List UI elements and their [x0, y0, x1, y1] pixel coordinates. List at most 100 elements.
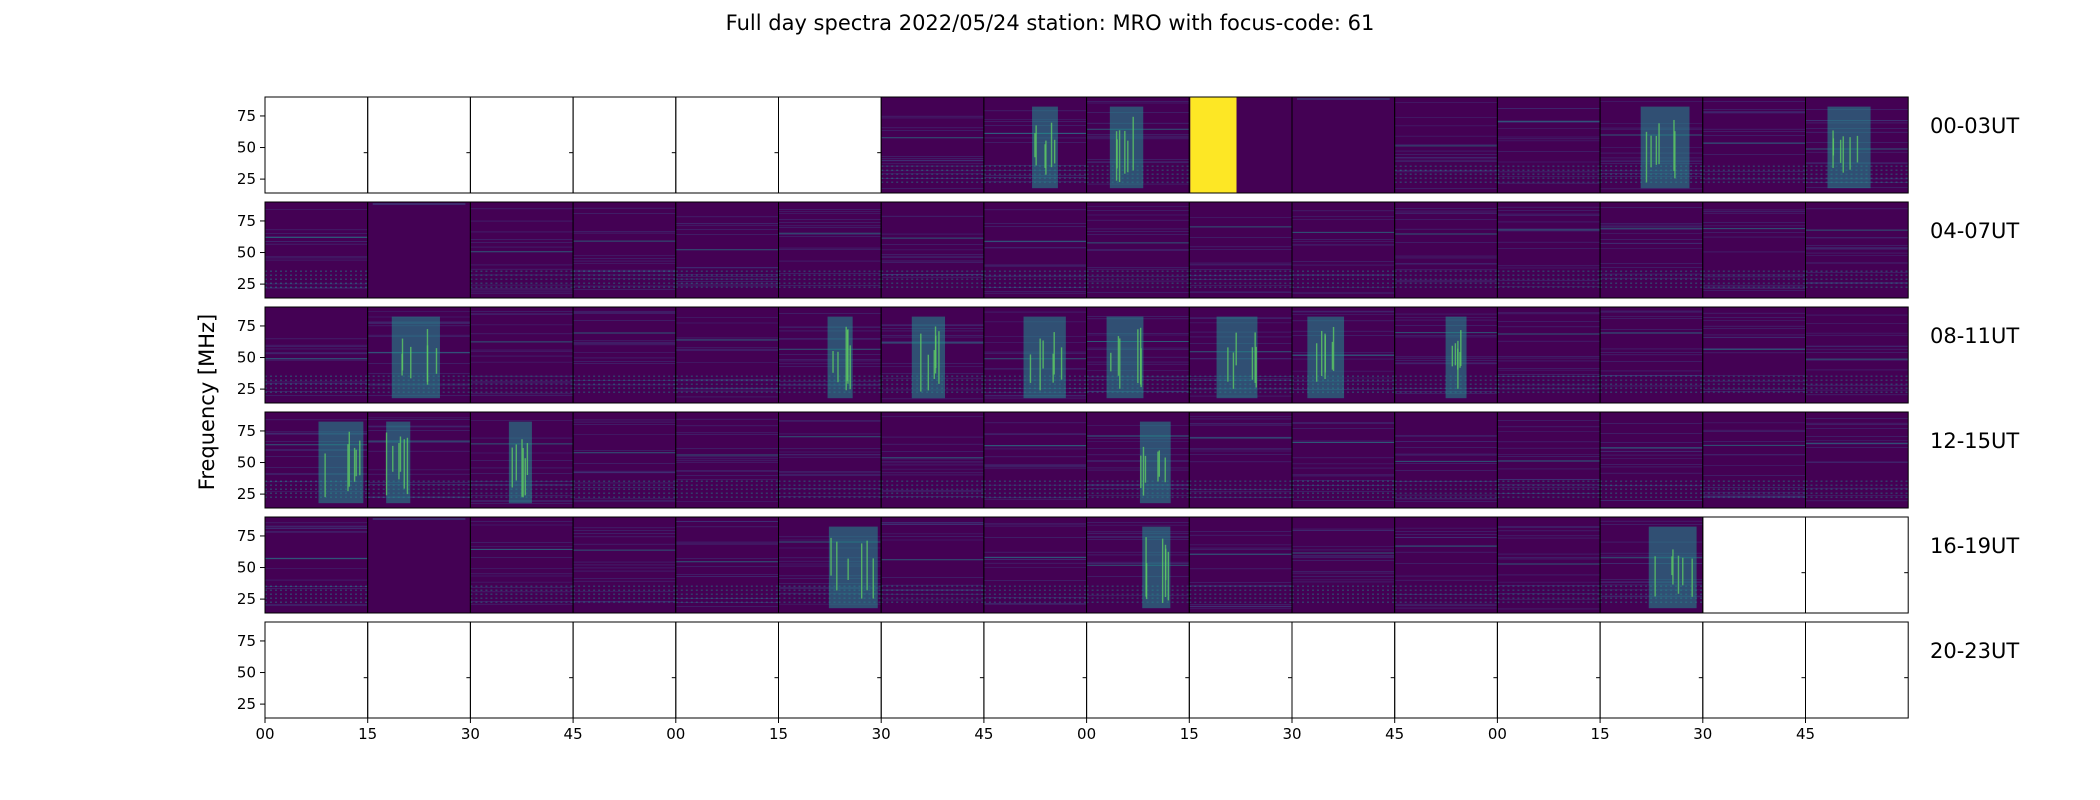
spectrum-panel: [675, 411, 779, 509]
spectrum-panel: [367, 411, 471, 509]
spectrum-panel: [1394, 306, 1498, 404]
y-tick-label: 25: [237, 380, 256, 398]
spectrum-panel: [1291, 516, 1396, 614]
y-tick-label: 50: [237, 139, 256, 157]
spectrum-panel: [1188, 516, 1293, 614]
spectrum-panel: [1394, 621, 1498, 719]
spectrum-panel: [675, 516, 779, 614]
spectrum-panel: [1291, 96, 1396, 194]
spectrum-panel: [1291, 306, 1396, 404]
spectrum-panel: [469, 96, 574, 194]
spectrum-panel: [1702, 306, 1807, 404]
spectrum-panel: [983, 201, 1088, 299]
spectrum-panel: [1805, 96, 1909, 194]
spectrum-panel: [1086, 96, 1190, 194]
spectra-row: 25 50 75 12-15UT: [237, 411, 2019, 509]
spectrum-panel: [469, 306, 574, 404]
spectrum-panel: [1496, 516, 1601, 614]
spectrum-panel: [1805, 516, 1909, 614]
spectrum-panel: [1188, 96, 1293, 194]
row-label: 16-19UT: [1930, 534, 2019, 558]
spectrum-panel: [1188, 306, 1293, 404]
spectrum-panel: [1291, 621, 1396, 719]
spectrum-panel: [1394, 96, 1498, 194]
y-tick-label: 50: [237, 349, 256, 367]
spectrum-panel: [1702, 516, 1807, 614]
spectrum-panel: [367, 621, 471, 719]
spectrum-panel: [1599, 621, 1704, 719]
y-tick-label: 75: [237, 107, 256, 125]
spectrum-panel: [880, 516, 985, 614]
spectrum-panel: [367, 306, 471, 404]
row-label: 04-07UT: [1930, 219, 2019, 243]
spectrum-panel: [778, 201, 882, 299]
spectrum-panel: [264, 516, 369, 614]
x-tick-label: 45: [564, 725, 583, 743]
spectra-row: 25 50 75 08-11UT: [237, 306, 2019, 404]
y-tick-label: 25: [237, 275, 256, 293]
y-axis-label: Frequency [MHz]: [195, 314, 219, 490]
spectrum-panel: [1702, 621, 1807, 719]
spectrum-panel: [572, 516, 677, 614]
row-label: 12-15UT: [1930, 429, 2019, 453]
spectrum-panel: [1086, 411, 1190, 509]
x-tick-label: 30: [461, 725, 480, 743]
x-tick-label: 30: [872, 725, 891, 743]
spectrum-panel: [880, 621, 985, 719]
spectrum-panel: [983, 411, 1088, 509]
spectrum-panel: [572, 306, 677, 404]
spectrum-panel: [1086, 621, 1190, 719]
spectrum-panel: [880, 96, 985, 194]
spectra-row: 25 50 75 04-07UT: [237, 201, 2019, 299]
x-tick-label: 15: [1591, 725, 1610, 743]
spectrum-panel: [1702, 411, 1807, 509]
spectrum-panel: [469, 201, 574, 299]
y-tick-label: 50: [237, 454, 256, 472]
spectrum-panel: [1291, 411, 1396, 509]
x-tick-label: 45: [1385, 725, 1404, 743]
y-tick-label: 25: [237, 695, 256, 713]
spectrum-panel: [469, 411, 574, 509]
spectrum-panel: [1086, 516, 1190, 614]
spectrum-panel: [264, 621, 369, 719]
spectrum-panel: [983, 306, 1088, 404]
spectrum-panel: [572, 621, 677, 719]
spectrum-panel: [880, 411, 985, 509]
spectrum-panel: [572, 411, 677, 509]
spectrum-panel: [367, 96, 471, 194]
y-tick-label: 75: [237, 632, 256, 650]
x-tick-label: 00: [666, 725, 685, 743]
x-tick-label: 15: [1180, 725, 1199, 743]
x-tick-label: 15: [358, 725, 377, 743]
spectrum-panel: [983, 621, 1088, 719]
spectrum-panel: [1394, 411, 1498, 509]
spectrum-panel: [778, 96, 882, 194]
spectrum-panel: [1702, 96, 1807, 194]
spectrum-panel: [983, 96, 1088, 194]
spectrum-panel: [1394, 201, 1498, 299]
spectrum-panel: [1805, 621, 1909, 719]
spectrum-panel: [1702, 201, 1807, 299]
x-ticks-layer: 00 15 30 45 00 15 30 45 00 15 30 45 00 15 30 45: [255, 718, 1815, 743]
spectrum-panel: [1496, 96, 1601, 194]
spectrum-panel: [1805, 411, 1909, 509]
spectrum-panel: [367, 516, 471, 614]
spectrum-panel: [1188, 621, 1293, 719]
spectrum-panel: [675, 201, 779, 299]
spectrum-panel: [880, 306, 985, 404]
spectrum-panel: [778, 621, 882, 719]
spectrum-panel: [1291, 201, 1396, 299]
spectrum-panel: [469, 516, 574, 614]
x-tick-label: 45: [1796, 725, 1815, 743]
spectrum-panel: [778, 516, 882, 614]
spectrum-panel: [1188, 201, 1293, 299]
x-tick-label: 00: [255, 725, 274, 743]
spectrum-panel: [1599, 516, 1704, 614]
spectrum-panel: [1805, 306, 1909, 404]
x-tick-label: 00: [1077, 725, 1096, 743]
spectra-row: 25 50 75 16-19UT: [237, 516, 2019, 614]
spectrum-panel: [572, 96, 677, 194]
y-tick-label: 25: [237, 170, 256, 188]
